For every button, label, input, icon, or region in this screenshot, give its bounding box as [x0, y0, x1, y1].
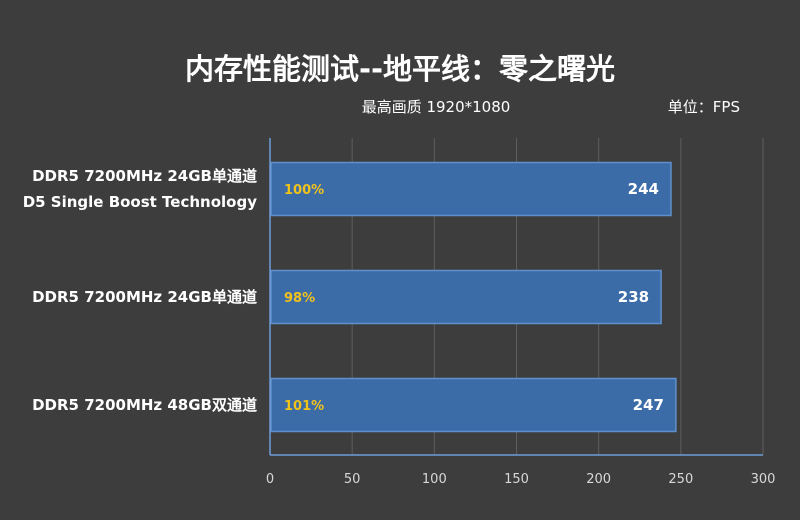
x-tick-label-0: 0 — [266, 472, 274, 487]
x-tick-label-250: 250 — [668, 472, 693, 487]
percent-label-1: 98% — [284, 291, 315, 306]
x-tick-label-300: 300 — [751, 472, 776, 487]
data-label-0: 244 — [628, 180, 659, 198]
x-tick-label-200: 200 — [586, 472, 611, 487]
bar-0 — [270, 161, 672, 217]
category-label-1: DDR5 7200MHz 24GB单通道 — [32, 288, 257, 306]
category-label-1-line-0: DDR5 7200MHz 24GB单通道 — [32, 288, 257, 306]
label-layer: 0 50 100 150 200 250 300 100% 244 DDR5 7200MHz 24… — [23, 167, 776, 487]
percent-label-2: 101% — [284, 399, 324, 414]
x-tick-label-100: 100 — [422, 472, 447, 487]
category-label-0-line-1: D5 Single Boost Technology — [23, 193, 258, 211]
category-label-0: DDR5 7200MHz 24GB单通道 D5 Single Boost Tech… — [23, 167, 258, 211]
category-label-2-line-0: DDR5 7200MHz 48GB双通道 — [32, 396, 257, 414]
percent-label-0: 100% — [284, 183, 324, 198]
category-label-2: DDR5 7200MHz 48GB双通道 — [32, 396, 257, 414]
chart-title: 内存性能测试--地平线：零之曙光 — [185, 52, 615, 86]
data-label-1: 238 — [618, 288, 649, 306]
bar-2 — [270, 377, 677, 433]
bar-layer — [270, 161, 677, 433]
x-tick-label-50: 50 — [344, 472, 361, 487]
data-label-2: 247 — [633, 396, 664, 414]
x-tick-label-150: 150 — [504, 472, 529, 487]
chart-subtitle: 最高画质 1920*1080 — [362, 98, 511, 116]
axis-layer — [269, 138, 763, 456]
unit-label: 单位：FPS — [668, 98, 740, 116]
category-label-0-line-0: DDR5 7200MHz 24GB单通道 — [32, 167, 257, 185]
bar-1 — [270, 269, 662, 325]
